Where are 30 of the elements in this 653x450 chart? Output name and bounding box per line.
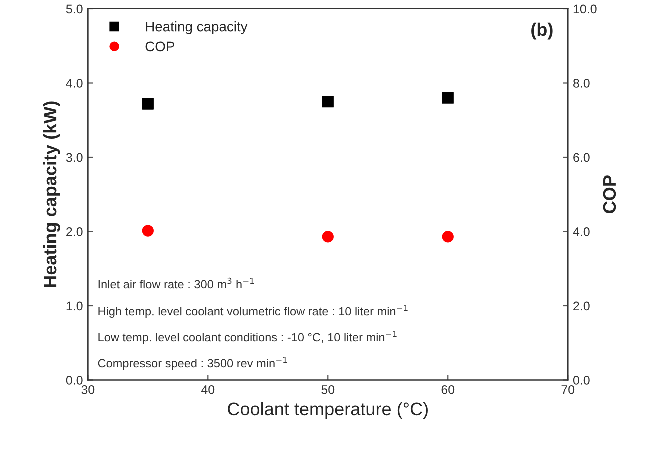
x-tick-label: 40 xyxy=(201,385,215,394)
y-tick-label: 4.0 xyxy=(66,79,83,88)
y2-tick-label: 4.0 xyxy=(573,228,590,236)
annotation: Compressor speed : 3500 rev min$^{−1}$ xyxy=(98,356,288,370)
y2-tick-label: 2.0 xyxy=(574,302,590,311)
y-tick-label: 1.0 xyxy=(66,302,83,311)
annotation: (b) xyxy=(532,22,553,40)
x-tick-label: 70 xyxy=(562,385,575,394)
y2-tick-label: 0.0 xyxy=(573,376,590,385)
y-tick-label: 5.0 xyxy=(66,4,83,14)
x-tick-label: 30 xyxy=(82,385,95,394)
y2-tick-label: 10.0 xyxy=(574,4,597,14)
point xyxy=(442,92,454,104)
legend-label: Heating capacity xyxy=(146,22,248,34)
y-tick-label: 0.0 xyxy=(66,376,83,385)
x-axis-title: Coolant temperature (°C) xyxy=(228,402,428,420)
point xyxy=(142,98,154,110)
legend-label: COP xyxy=(146,42,174,52)
annotation: Inlet air flow rate : 300 m$^{3}$ h$^{−1}$ xyxy=(98,278,254,289)
y2-axis-title: COP xyxy=(603,176,616,214)
y2-tick-label: 6.0 xyxy=(574,153,590,162)
x-tick-label: 50 xyxy=(322,385,335,394)
y-tick-label: 2.0 xyxy=(66,228,83,236)
y-tick-label: 3.0 xyxy=(66,153,83,162)
point xyxy=(322,96,334,108)
annotation: Low temp. level coolant conditions : -10 °C, 10 liter min$^{−1}$ xyxy=(98,331,397,344)
y2-tick-label: 8.0 xyxy=(574,79,590,88)
annotation: High temp. level coolant volumetric flow rate : 10 liter min$^{−1}$ xyxy=(98,305,408,318)
x-tick-label: 60 xyxy=(442,385,455,394)
y-axis-title: Heating capacity (kW) xyxy=(43,102,60,288)
